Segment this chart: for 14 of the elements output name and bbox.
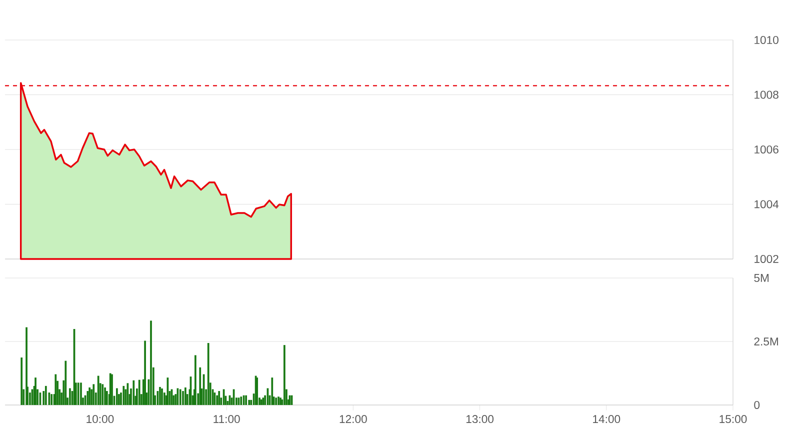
y-tick-label: 1008 bbox=[754, 90, 778, 99]
y-tick-label: 2.5M bbox=[754, 337, 778, 346]
y-tick-label: 1004 bbox=[754, 200, 779, 208]
y-tick-label: 1010 bbox=[754, 36, 778, 44]
x-tick-label: 11:00 bbox=[214, 415, 240, 424]
x-tick-label: 15:00 bbox=[720, 415, 747, 424]
y-tick-label: 5M bbox=[754, 274, 769, 282]
x-tick-label: 13:00 bbox=[466, 415, 494, 424]
x-tick-label: 12:00 bbox=[340, 415, 367, 424]
y-tick-label: 1006 bbox=[754, 145, 778, 154]
y-tick-label: 0 bbox=[754, 400, 760, 409]
x-tick-label: 10:00 bbox=[86, 415, 114, 424]
x-tick-label: 14:00 bbox=[593, 415, 620, 424]
y-tick-label: 1002 bbox=[754, 254, 778, 263]
